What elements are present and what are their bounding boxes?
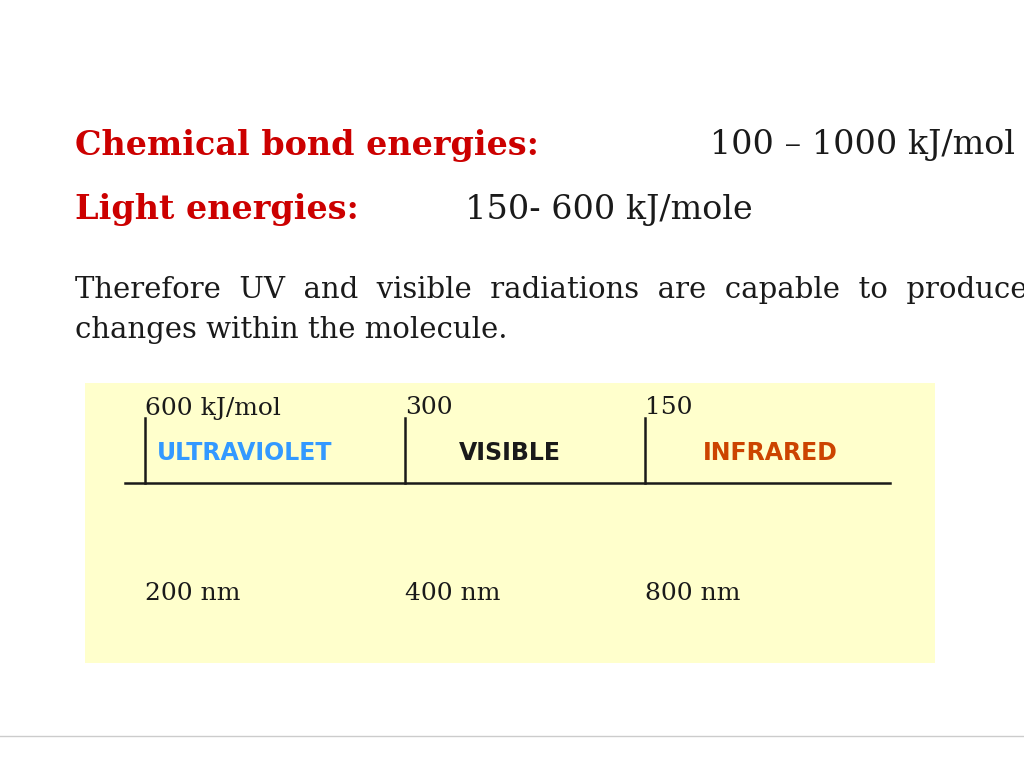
Text: 150- 600 kJ/mole: 150- 600 kJ/mole [443,194,753,226]
Text: 150: 150 [645,396,692,419]
Text: 200 nm: 200 nm [145,581,241,604]
FancyBboxPatch shape [85,383,935,663]
Text: Chemical bond energies:: Chemical bond energies: [75,128,539,161]
Text: INFRARED: INFRARED [702,441,838,465]
Text: 800 nm: 800 nm [645,581,740,604]
Text: Light energies:: Light energies: [75,194,358,227]
Text: 400 nm: 400 nm [406,581,501,604]
Text: ULTRAVIOLET: ULTRAVIOLET [158,441,333,465]
Text: Therefore  UV  and  visible  radiations  are  capable  to  produce  chemical: Therefore UV and visible radiations are … [75,276,1024,304]
Text: 300: 300 [406,396,453,419]
Text: 600 kJ/mol: 600 kJ/mol [145,396,281,419]
Text: 100 – 1000 kJ/mol: 100 – 1000 kJ/mol [678,129,1015,161]
Text: VISIBLE: VISIBLE [459,441,561,465]
Text: changes within the molecule.: changes within the molecule. [75,316,508,344]
